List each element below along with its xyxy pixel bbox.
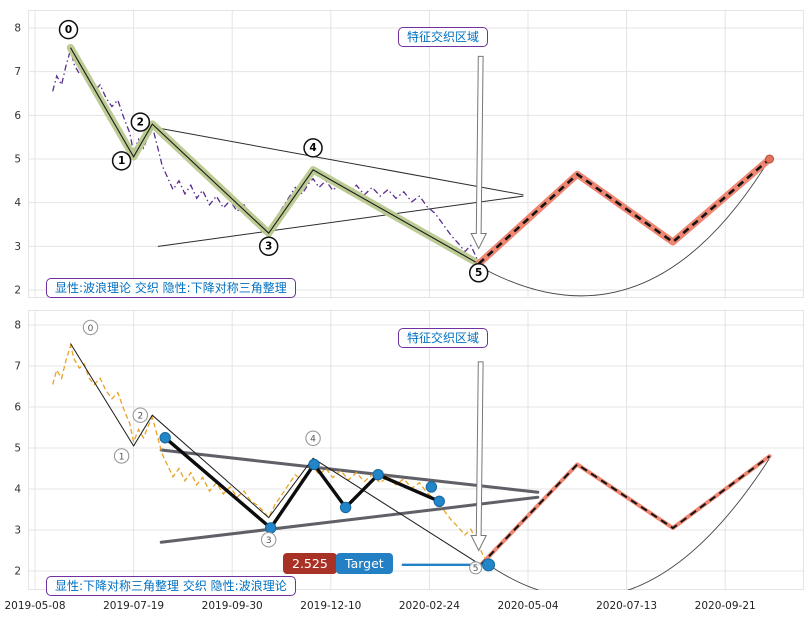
svg-text:5: 5 bbox=[14, 154, 21, 166]
svg-text:2019-12-10: 2019-12-10 bbox=[300, 600, 361, 612]
svg-text:3: 3 bbox=[14, 241, 21, 253]
svg-text:2: 2 bbox=[137, 412, 143, 422]
svg-text:2019-09-30: 2019-09-30 bbox=[202, 600, 263, 612]
svg-text:3: 3 bbox=[14, 525, 21, 537]
svg-text:4: 4 bbox=[14, 484, 21, 496]
svg-text:2020-05-04: 2020-05-04 bbox=[497, 600, 558, 612]
svg-text:3: 3 bbox=[266, 536, 272, 546]
caption-top-panel: 显性:波浪理论 交织 隐性:下降对称三角整理 bbox=[46, 278, 296, 298]
caption-bottom-panel: 显性:下降对称三角整理 交织 隐性:波浪理论 bbox=[46, 576, 296, 596]
annotation-interweave-zone-bottom: 特征交织区域 bbox=[398, 328, 489, 348]
svg-text:5: 5 bbox=[473, 564, 479, 574]
target-value-badge: 2.525 bbox=[283, 553, 337, 574]
svg-text:8: 8 bbox=[14, 320, 21, 332]
svg-text:2019-07-19: 2019-07-19 bbox=[103, 600, 164, 612]
svg-text:1: 1 bbox=[119, 452, 125, 462]
svg-text:4: 4 bbox=[14, 197, 21, 209]
svg-text:2020-02-24: 2020-02-24 bbox=[399, 600, 460, 612]
svg-text:4: 4 bbox=[309, 142, 316, 154]
svg-text:6: 6 bbox=[14, 402, 21, 414]
target-label-badge: Target bbox=[336, 553, 393, 574]
svg-text:2: 2 bbox=[14, 566, 21, 578]
svg-text:2019-05-08: 2019-05-08 bbox=[4, 600, 65, 612]
svg-text:7: 7 bbox=[14, 361, 21, 373]
svg-text:0: 0 bbox=[65, 24, 72, 36]
svg-text:2: 2 bbox=[14, 285, 21, 297]
svg-text:2: 2 bbox=[137, 116, 144, 128]
svg-text:6: 6 bbox=[14, 110, 21, 122]
svg-text:3: 3 bbox=[265, 241, 272, 253]
svg-text:2020-09-21: 2020-09-21 bbox=[695, 600, 756, 612]
svg-text:0: 0 bbox=[88, 324, 94, 334]
svg-text:7: 7 bbox=[14, 66, 21, 78]
svg-text:8: 8 bbox=[14, 23, 21, 35]
svg-text:2020-07-13: 2020-07-13 bbox=[596, 600, 657, 612]
svg-text:1: 1 bbox=[118, 155, 125, 167]
svg-text:5: 5 bbox=[475, 267, 482, 279]
svg-text:5: 5 bbox=[14, 443, 21, 455]
svg-text:4: 4 bbox=[310, 435, 316, 445]
annotation-interweave-zone-top: 特征交织区域 bbox=[398, 27, 489, 47]
